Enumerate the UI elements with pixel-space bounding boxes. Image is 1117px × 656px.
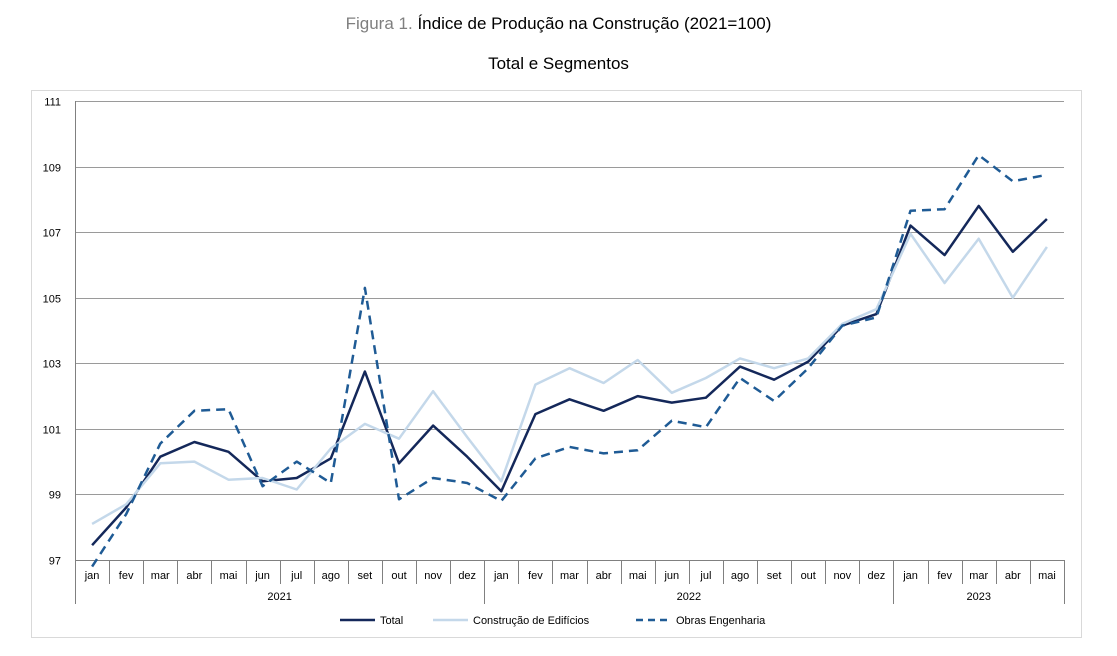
series-lines	[91, 153, 1048, 568]
legend-label: Obras Engenharia	[676, 615, 766, 627]
x-tick-label: set	[767, 570, 782, 582]
year-label: 2023	[966, 591, 990, 603]
x-tick-label: jul	[290, 570, 302, 582]
x-tick-label: jan	[84, 570, 100, 582]
x-tick-label: jun	[254, 570, 270, 582]
chart-border	[31, 90, 1082, 638]
x-tick-label: jan	[902, 570, 918, 582]
legend: Total Construção de Edifícios Obras Engenh…	[340, 615, 766, 627]
x-tick-label: jul	[699, 570, 711, 582]
y-tick-label: 103	[43, 359, 61, 371]
series-line-3	[91, 153, 1048, 568]
x-tick-label: fev	[937, 570, 952, 582]
year-label: 2021	[267, 591, 291, 603]
x-tick-label: ago	[731, 570, 749, 582]
x-tick-label: nov	[833, 570, 851, 582]
x-tick-label: dez	[868, 570, 886, 582]
x-tick-label: ago	[322, 570, 340, 582]
y-tick-label: 99	[49, 490, 61, 502]
legend-label: Construção de Edifícios	[473, 615, 590, 627]
x-tick-label: mar	[560, 570, 579, 582]
x-tick-label: set	[358, 570, 373, 582]
y-tick-label: 101	[43, 425, 61, 437]
chart-title: Índice de Produção na Construção (2021=1…	[417, 14, 772, 33]
series-line-2	[91, 232, 1048, 525]
x-tick-label: out	[391, 570, 406, 582]
x-tick-label: abr	[186, 570, 202, 582]
legend-label: Total	[380, 615, 403, 627]
x-tick-label: mar	[969, 570, 988, 582]
gridlines	[75, 101, 1064, 561]
x-tick-label: mai	[1038, 570, 1056, 582]
figure-title: Figura 1. Índice de Produção na Construç…	[0, 14, 1117, 34]
x-tick-label: mai	[629, 570, 647, 582]
y-tick-label: 97	[49, 556, 61, 568]
y-tick-label: 107	[43, 228, 61, 240]
x-tick-label: mar	[151, 570, 170, 582]
x-tick-label: jun	[663, 570, 679, 582]
y-tick-label: 105	[43, 294, 61, 306]
x-tick-label: fev	[528, 570, 543, 582]
y-tick-label: 109	[43, 163, 61, 175]
year-label: 2022	[677, 591, 701, 603]
x-tick-label: mai	[220, 570, 238, 582]
x-tick-label: dez	[458, 570, 476, 582]
x-tick-label: out	[801, 570, 816, 582]
x-tick-label: abr	[596, 570, 612, 582]
x-axis: jan fev mar abr mai jun jul ago set out nov dez jan f…	[75, 560, 1065, 604]
x-tick-label: jan	[493, 570, 509, 582]
x-tick-label: fev	[119, 570, 134, 582]
y-axis: 97 99 101 103 105 107 109 111	[43, 97, 76, 568]
x-tick-label: nov	[424, 570, 442, 582]
x-tick-label: abr	[1005, 570, 1021, 582]
chart-subtitle: Total e Segmentos	[488, 54, 629, 73]
y-tick-label: 111	[44, 97, 61, 109]
figure-prefix: Figura 1.	[345, 14, 413, 33]
